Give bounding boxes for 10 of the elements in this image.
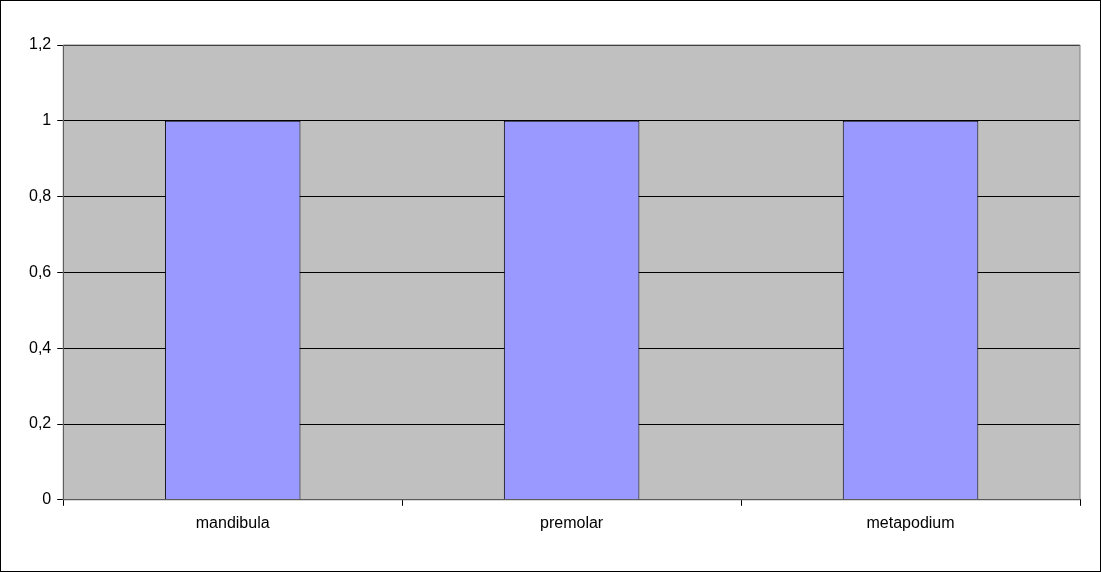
y-tick-label: 0,6 xyxy=(28,262,52,280)
x-tick-label: premolar xyxy=(540,513,604,531)
y-tick-label: 1 xyxy=(42,111,52,129)
y-tick-label: 0,8 xyxy=(28,187,52,205)
y-tick-label: 1,2 xyxy=(28,35,52,53)
x-tick-label: metapodium xyxy=(866,513,955,531)
y-tick-label: 0,4 xyxy=(28,338,52,356)
y-tick-label: 0,2 xyxy=(28,414,52,432)
y-tick-label: 0 xyxy=(42,490,52,508)
x-tick-label: mandibula xyxy=(195,513,270,531)
